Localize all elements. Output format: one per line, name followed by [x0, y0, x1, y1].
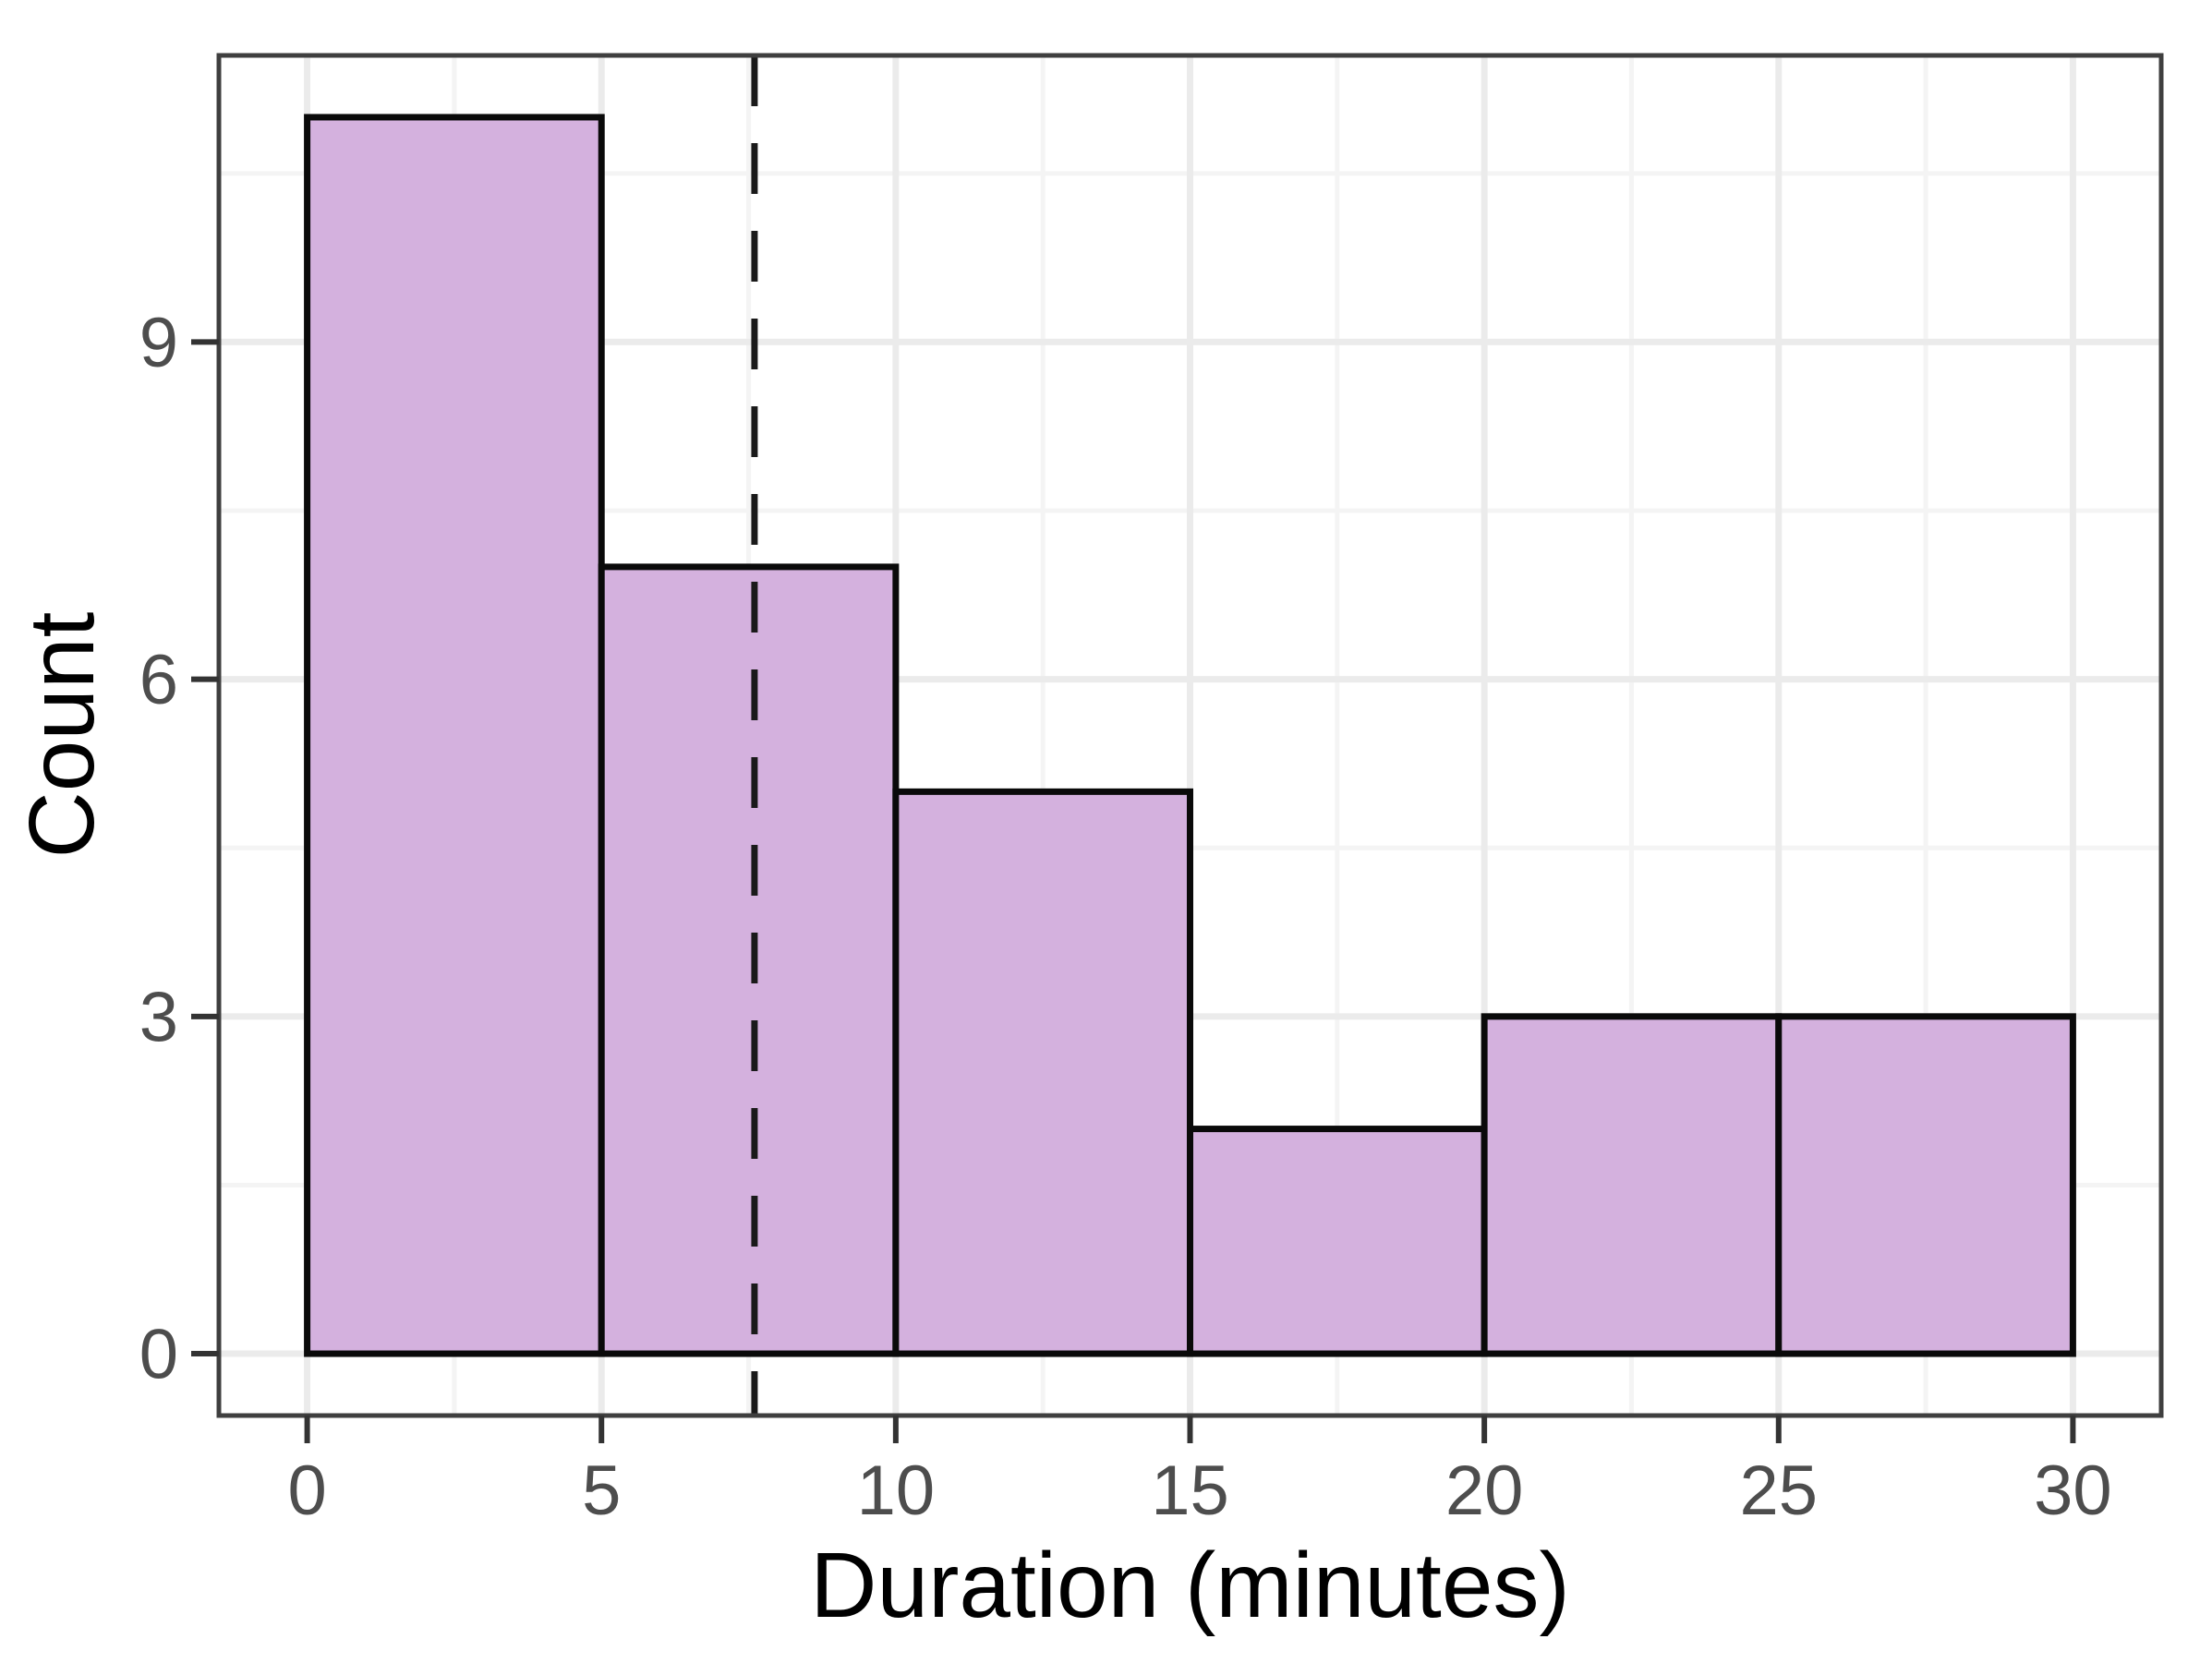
x-tick-label: 30 — [2034, 1452, 2112, 1530]
x-axis: 0 5 10 15 20 25 30 — [287, 1416, 2112, 1530]
histogram-bar — [598, 563, 900, 1357]
y-tick-label: 6 — [139, 641, 178, 719]
y-tick-label: 9 — [139, 304, 178, 382]
x-axis-title: Duration (minutes) — [810, 1534, 1570, 1637]
y-tick-label: 0 — [139, 1316, 178, 1394]
x-tick-label: 15 — [1151, 1452, 1229, 1530]
histogram-bar — [304, 114, 605, 1357]
x-tick-label: 10 — [857, 1452, 936, 1530]
histogram-bar — [1775, 1013, 2076, 1357]
histogram-bars — [304, 114, 2076, 1357]
y-axis: 0 3 6 9 — [139, 304, 219, 1394]
histogram-bar — [892, 788, 1193, 1357]
x-tick-label: 5 — [582, 1452, 621, 1530]
histogram-bar — [1481, 1013, 1783, 1357]
histogram-bar — [1187, 1126, 1488, 1357]
x-tick-label: 20 — [1445, 1452, 1524, 1530]
y-axis-title: Count — [10, 611, 114, 859]
x-tick-label: 25 — [1739, 1452, 1818, 1530]
y-tick-label: 3 — [139, 978, 178, 1056]
x-tick-label: 0 — [287, 1452, 326, 1530]
